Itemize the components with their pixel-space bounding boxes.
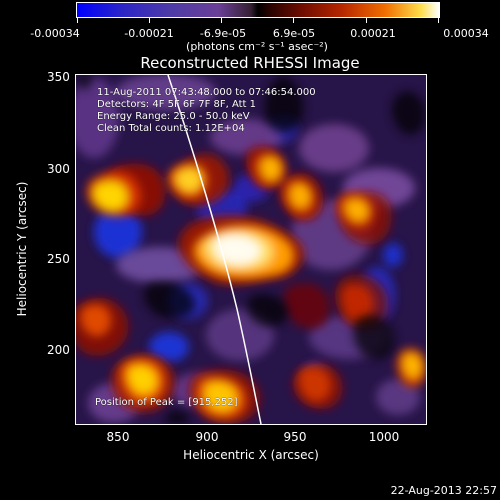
colorbar-tick-label: 6.9e-05 (272, 27, 316, 40)
reconstructed-image-plot: 11-Aug-2011 07:43:48.000 to 07:46:54.000… (75, 74, 427, 425)
colorbar-tick-label: 0.00034 (443, 27, 489, 40)
solar-limb-curve (167, 75, 262, 424)
reconstructed-intensity-map (76, 75, 426, 424)
x-axis-label: Heliocentric X (arcsec) (183, 448, 319, 462)
clean-count-annotation: Clean Total counts: 1.12E+04 (97, 123, 245, 134)
intensity-colorbar (76, 2, 440, 18)
colorbar-units-label: (photons cm⁻² s⁻¹ asec⁻²) (186, 40, 328, 53)
colorbar-tick (366, 18, 367, 23)
colorbar-tick (77, 18, 78, 23)
peak-position-label: Position of Peak = [915,252] (95, 397, 238, 408)
colorbar-tick-label: -0.00034 (30, 27, 80, 40)
image-title: Reconstructed RHESSI Image (140, 54, 360, 72)
colorbar-tick (438, 18, 439, 23)
colorbar-tick-label: -0.00021 (124, 27, 174, 40)
y-tick-label: 250 (47, 252, 70, 266)
colorbar-tick (221, 18, 222, 23)
colorbar-tick (293, 18, 294, 23)
energy-range-annotation: Energy Range: 25.0 - 50.0 keV (97, 111, 250, 122)
y-axis-label: Heliocentric Y (arcsec) (15, 181, 29, 317)
generated-timestamp: 22-Aug-2013 22:57 (390, 484, 497, 497)
time-range-annotation: 11-Aug-2011 07:43:48.000 to 07:46:54.000 (97, 87, 316, 98)
x-tick-label: 850 (106, 430, 130, 444)
x-tick-label: 1000 (368, 430, 400, 444)
y-tick-label: 200 (47, 343, 70, 357)
x-tick-label: 950 (283, 430, 307, 444)
y-tick-label: 300 (47, 162, 70, 176)
y-tick-label: 350 (47, 70, 70, 84)
colorbar-tick (149, 18, 150, 23)
detectors-annotation: Detectors: 4F 5F 6F 7F 8F, Att 1 (97, 99, 257, 110)
x-tick-label: 900 (195, 430, 219, 444)
colorbar-tick-label: -6.9e-05 (199, 27, 247, 40)
colorbar-tick-label: 0.00021 (350, 27, 396, 40)
